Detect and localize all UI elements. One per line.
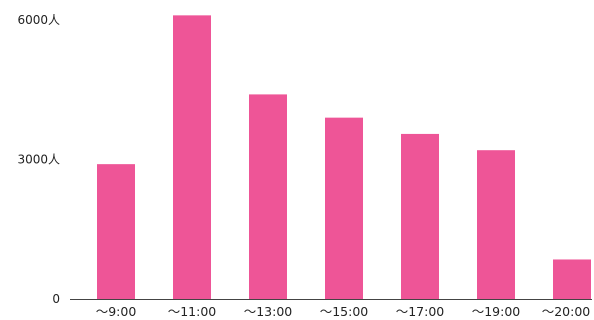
x-tick-label: 〜9:00 (96, 304, 137, 319)
x-tick-label: 〜13:00 (244, 304, 293, 319)
bar (325, 117, 363, 300)
x-tick-label: 〜15:00 (320, 304, 369, 319)
x-tick-label: 〜20:00 (542, 304, 591, 319)
y-tick-label: 3000人 (17, 153, 60, 167)
x-tick-label: 〜19:00 (472, 304, 521, 319)
bar (97, 164, 135, 299)
y-axis-ticks: 0 3000人 6000人 (17, 13, 60, 306)
x-tick-label: 〜17:00 (396, 304, 445, 319)
bar (173, 15, 211, 299)
bars (97, 15, 591, 300)
x-tick-label: 〜11:00 (168, 304, 217, 319)
bar (401, 133, 439, 299)
y-tick-label: 6000人 (17, 13, 60, 27)
bar (477, 150, 515, 299)
bar (249, 94, 287, 300)
bar (553, 259, 591, 299)
y-tick-label: 0 (52, 292, 60, 306)
x-axis-labels: 〜9:00 〜11:00 〜13:00 〜15:00 〜17:00 〜19:00 〜20:0… (96, 304, 591, 319)
